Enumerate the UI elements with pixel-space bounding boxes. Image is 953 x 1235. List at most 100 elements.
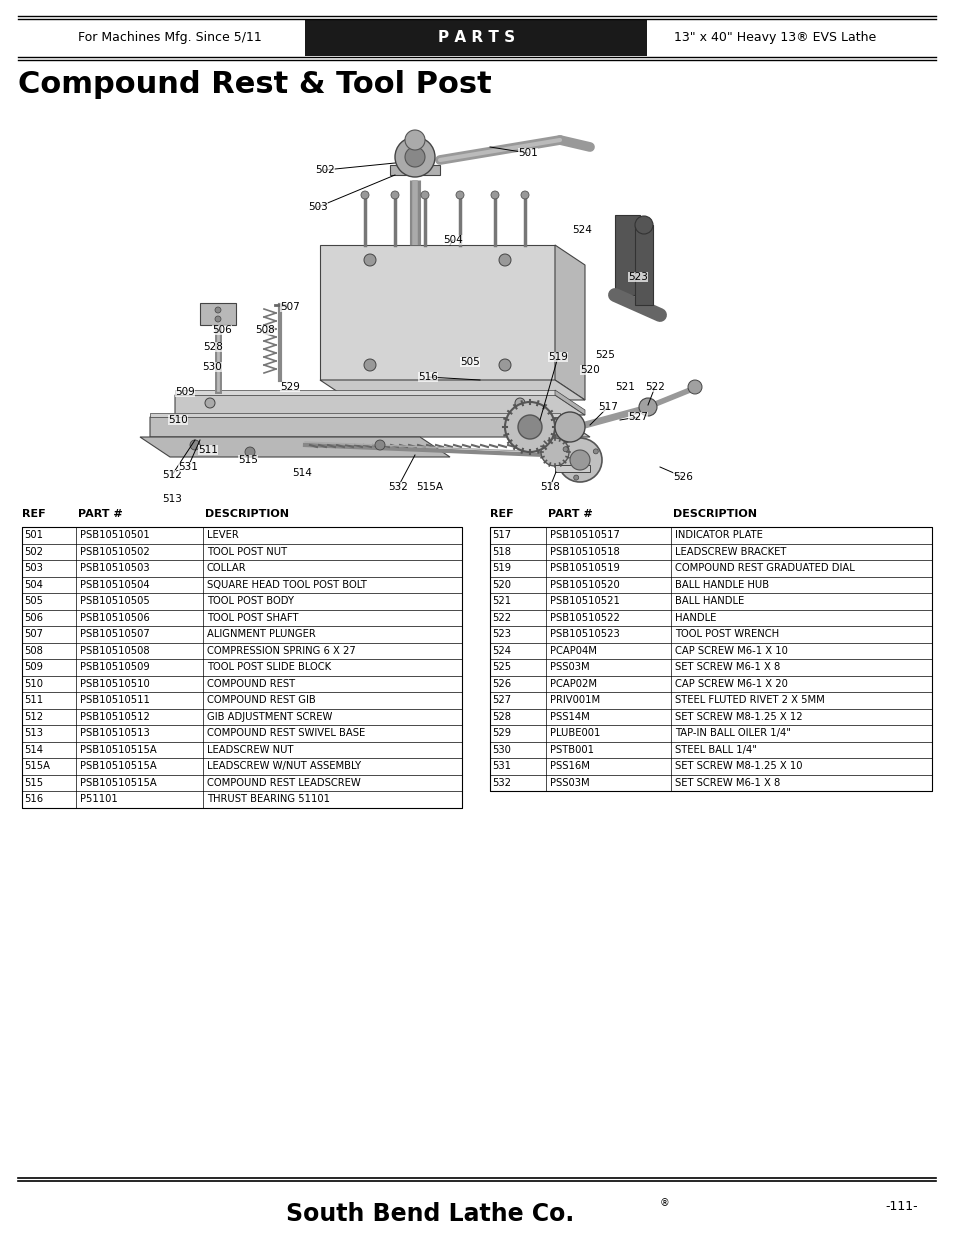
Text: PSB10510515A: PSB10510515A bbox=[80, 745, 156, 755]
Text: SQUARE HEAD TOOL POST BOLT: SQUARE HEAD TOOL POST BOLT bbox=[207, 579, 367, 590]
Text: 501: 501 bbox=[517, 148, 537, 158]
Text: South Bend Lathe Co.: South Bend Lathe Co. bbox=[286, 1202, 574, 1226]
Text: 507: 507 bbox=[24, 630, 43, 640]
Text: 503: 503 bbox=[308, 203, 328, 212]
Circle shape bbox=[364, 359, 375, 370]
Text: 506: 506 bbox=[24, 613, 43, 622]
Bar bbox=[305, 20, 646, 56]
Circle shape bbox=[504, 403, 555, 452]
Text: COMPOUND REST SWIVEL BASE: COMPOUND REST SWIVEL BASE bbox=[207, 729, 365, 739]
Bar bbox=[22, 527, 461, 808]
Text: PSB10510502: PSB10510502 bbox=[80, 547, 150, 557]
Circle shape bbox=[498, 359, 511, 370]
Text: 508: 508 bbox=[24, 646, 43, 656]
Circle shape bbox=[364, 254, 375, 266]
Text: GIB ADJUSTMENT SCREW: GIB ADJUSTMENT SCREW bbox=[207, 711, 332, 721]
Text: TOOL POST BODY: TOOL POST BODY bbox=[207, 597, 294, 606]
Text: 512: 512 bbox=[24, 711, 43, 721]
Text: PSB10510519: PSB10510519 bbox=[550, 563, 619, 573]
Text: 515A: 515A bbox=[24, 761, 50, 771]
Circle shape bbox=[395, 137, 435, 177]
Circle shape bbox=[456, 191, 463, 199]
Circle shape bbox=[498, 254, 511, 266]
Text: 509: 509 bbox=[175, 387, 194, 396]
Circle shape bbox=[214, 316, 221, 322]
Text: 523: 523 bbox=[627, 272, 647, 282]
Text: 524: 524 bbox=[492, 646, 511, 656]
Polygon shape bbox=[140, 437, 450, 457]
Text: COMPOUND REST LEADSCREW: COMPOUND REST LEADSCREW bbox=[207, 778, 360, 788]
Polygon shape bbox=[555, 390, 584, 415]
Text: ALIGNMENT PLUNGER: ALIGNMENT PLUNGER bbox=[207, 630, 315, 640]
Text: PSS14M: PSS14M bbox=[550, 711, 589, 721]
Text: 506: 506 bbox=[212, 325, 232, 335]
Text: 522: 522 bbox=[492, 613, 511, 622]
Text: TOOL POST NUT: TOOL POST NUT bbox=[207, 547, 287, 557]
Polygon shape bbox=[555, 245, 584, 400]
Text: 516: 516 bbox=[24, 794, 43, 804]
Text: 504: 504 bbox=[442, 235, 462, 245]
Text: PLUBE001: PLUBE001 bbox=[550, 729, 599, 739]
Bar bbox=[635, 225, 652, 305]
Text: 523: 523 bbox=[492, 630, 511, 640]
Text: SET SCREW M8-1.25 X 10: SET SCREW M8-1.25 X 10 bbox=[675, 761, 801, 771]
Text: 532: 532 bbox=[492, 778, 511, 788]
Circle shape bbox=[558, 438, 601, 482]
Text: CAP SCREW M6-1 X 20: CAP SCREW M6-1 X 20 bbox=[675, 679, 787, 689]
Text: PSS03M: PSS03M bbox=[550, 778, 589, 788]
Circle shape bbox=[517, 415, 541, 438]
Text: 515: 515 bbox=[238, 454, 257, 466]
Circle shape bbox=[635, 216, 652, 233]
Text: BALL HANDLE: BALL HANDLE bbox=[675, 597, 743, 606]
Text: TAP-IN BALL OILER 1/4": TAP-IN BALL OILER 1/4" bbox=[675, 729, 790, 739]
Text: PSB10510522: PSB10510522 bbox=[550, 613, 619, 622]
Text: COMPRESSION SPRING 6 X 27: COMPRESSION SPRING 6 X 27 bbox=[207, 646, 355, 656]
Text: PSB10510509: PSB10510509 bbox=[80, 662, 150, 672]
Text: REF: REF bbox=[490, 509, 513, 519]
Text: PSTB001: PSTB001 bbox=[550, 745, 594, 755]
Text: SET SCREW M6-1 X 8: SET SCREW M6-1 X 8 bbox=[675, 778, 780, 788]
Text: 509: 509 bbox=[24, 662, 43, 672]
Text: P A R T S: P A R T S bbox=[438, 31, 515, 46]
Text: PSB10510521: PSB10510521 bbox=[550, 597, 619, 606]
Circle shape bbox=[569, 450, 589, 471]
Text: 516: 516 bbox=[417, 372, 437, 382]
Text: PSB10510512: PSB10510512 bbox=[80, 711, 150, 721]
Text: 514: 514 bbox=[292, 468, 312, 478]
Bar bbox=[200, 303, 235, 325]
Text: 513: 513 bbox=[162, 494, 182, 504]
Text: 508: 508 bbox=[254, 325, 274, 335]
Circle shape bbox=[405, 130, 424, 149]
Circle shape bbox=[360, 191, 369, 199]
Circle shape bbox=[375, 440, 385, 450]
Polygon shape bbox=[319, 245, 555, 380]
Text: 503: 503 bbox=[24, 563, 43, 573]
Text: 501: 501 bbox=[24, 530, 43, 540]
Text: For Machines Mfg. Since 5/11: For Machines Mfg. Since 5/11 bbox=[78, 32, 262, 44]
Text: 505: 505 bbox=[459, 357, 479, 367]
Circle shape bbox=[491, 191, 498, 199]
Text: PSB10510515A: PSB10510515A bbox=[80, 778, 156, 788]
Text: 511: 511 bbox=[198, 445, 217, 454]
Circle shape bbox=[515, 398, 524, 408]
Text: PSB10510517: PSB10510517 bbox=[550, 530, 619, 540]
Text: PSB10510507: PSB10510507 bbox=[80, 630, 150, 640]
Text: 526: 526 bbox=[673, 472, 692, 482]
Text: 529: 529 bbox=[280, 382, 299, 391]
Text: PCAP02M: PCAP02M bbox=[550, 679, 597, 689]
Circle shape bbox=[593, 448, 598, 454]
Text: PART #: PART # bbox=[78, 509, 123, 519]
Text: CAP SCREW M6-1 X 10: CAP SCREW M6-1 X 10 bbox=[675, 646, 787, 656]
Text: 518: 518 bbox=[492, 547, 511, 557]
Text: PSB10510518: PSB10510518 bbox=[550, 547, 619, 557]
Text: PSB10510501: PSB10510501 bbox=[80, 530, 150, 540]
Text: 504: 504 bbox=[24, 579, 43, 590]
Text: 527: 527 bbox=[492, 695, 511, 705]
Text: PSB10510504: PSB10510504 bbox=[80, 579, 150, 590]
Text: 525: 525 bbox=[492, 662, 511, 672]
Polygon shape bbox=[174, 395, 584, 415]
Circle shape bbox=[391, 191, 398, 199]
Text: PSB10510503: PSB10510503 bbox=[80, 563, 150, 573]
Text: PRIV001M: PRIV001M bbox=[550, 695, 599, 705]
Bar bbox=[490, 527, 931, 790]
